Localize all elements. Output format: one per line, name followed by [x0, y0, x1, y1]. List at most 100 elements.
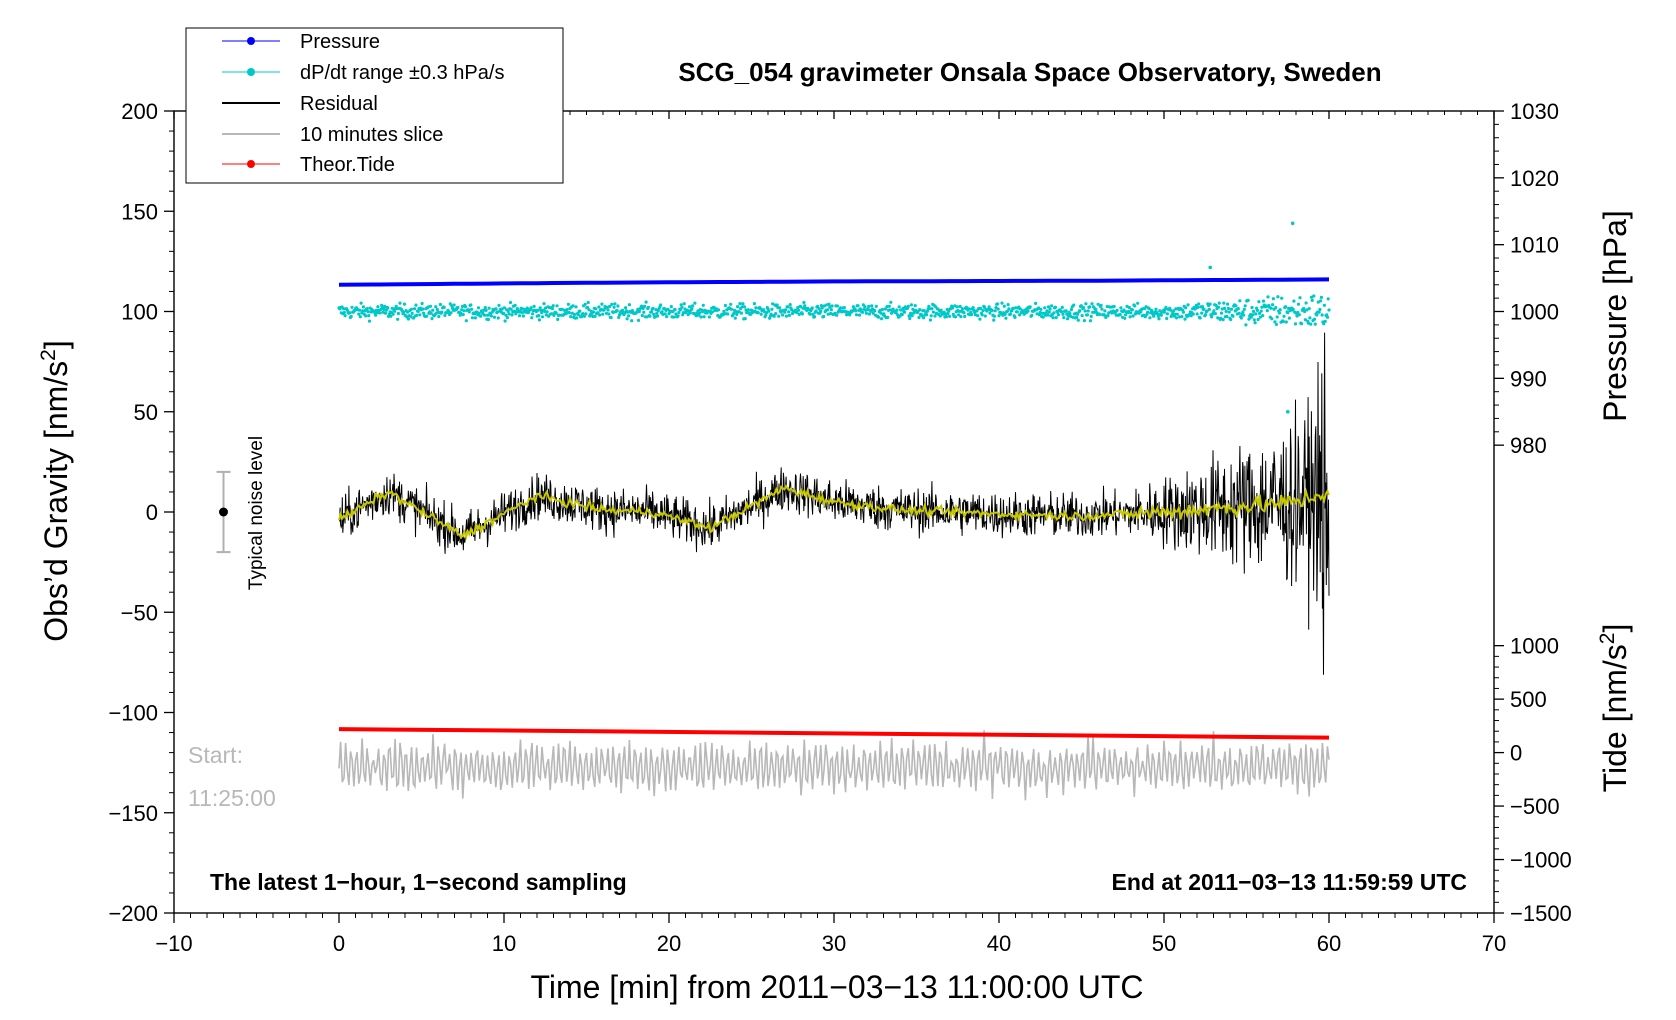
dpdt-point: [817, 307, 821, 311]
dpdt-point: [811, 312, 815, 316]
dpdt-point: [1241, 310, 1245, 314]
data-layer: [216, 221, 1331, 801]
dpdt-point: [1158, 309, 1162, 313]
dpdt-point: [909, 311, 913, 315]
dpdt-point: [1250, 305, 1254, 310]
dpdt-point: [608, 304, 612, 309]
dpdt-point: [1054, 316, 1058, 320]
dpdt-point: [1251, 313, 1255, 317]
dpdt-point: [870, 304, 874, 308]
dpdt-point: [1133, 304, 1137, 308]
dpdt-point: [1214, 303, 1218, 308]
dpdt-point: [669, 305, 673, 309]
dpdt-point: [957, 313, 961, 317]
dpdt-point: [1030, 313, 1034, 317]
dpdt-point: [615, 309, 619, 313]
dpdt-point: [452, 303, 456, 307]
dpdt-point: [666, 308, 670, 312]
pressure-tick-label: 1020: [1510, 166, 1559, 191]
dpdt-point: [479, 314, 483, 318]
dpdt-point: [1079, 304, 1083, 308]
dpdt-point: [1165, 312, 1169, 316]
dpdt-point: [816, 304, 820, 309]
dpdt-point: [1171, 309, 1176, 313]
dpdt-point: [930, 307, 934, 311]
dpdt-point: [469, 303, 473, 307]
dpdt-point: [361, 309, 365, 313]
dpdt-series: [337, 221, 1331, 414]
y-tick-label: 150: [121, 199, 158, 224]
dpdt-point: [571, 304, 575, 308]
note-end-time: End at 2011−03−13 11:59:59 UTC: [1112, 869, 1467, 895]
dpdt-point: [861, 310, 865, 314]
dpdt-point: [358, 315, 362, 319]
pressure-tick-label: 1030: [1510, 99, 1559, 124]
noise-level-label: Typical noise level: [246, 436, 267, 590]
x-tick-label: 10: [492, 931, 516, 956]
dpdt-point: [781, 313, 785, 317]
dpdt-point: [531, 312, 535, 316]
dpdt-point: [1072, 303, 1076, 307]
dpdt-point: [1219, 311, 1224, 315]
dpdt-point: [648, 314, 652, 318]
dpdt-point: [856, 304, 860, 308]
dpdt-point: [957, 309, 962, 313]
dpdt-point: [983, 314, 987, 318]
pressure-tick-label: 990: [1510, 366, 1547, 391]
dpdt-point: [1099, 303, 1103, 307]
pressure-line: [338, 277, 1330, 287]
dpdt-point: [1297, 313, 1301, 317]
dpdt-point: [1274, 306, 1278, 310]
dpdt-point: [959, 315, 963, 319]
dpdt-point: [795, 311, 799, 315]
dpdt-point: [927, 304, 931, 308]
legend-label-residual: Residual: [300, 93, 378, 115]
dpdt-point: [835, 313, 839, 317]
tide-axis-title-sup: 2: [1596, 633, 1619, 645]
dpdt-point: [642, 310, 646, 314]
axes-layer: −10 0 10 20 30 40 50 60 70200150100500−50−100−15…: [108, 99, 1571, 956]
y-axis-title: Obs’d Gravity [nm/s2]: [37, 340, 74, 642]
dpdt-point: [690, 307, 694, 311]
dpdt-point: [1300, 322, 1304, 326]
dpdt-point: [742, 305, 747, 309]
dpdt-point: [754, 306, 758, 310]
slice-line: [338, 730, 1330, 801]
dpdt-point: [889, 300, 893, 304]
dpdt-point: [660, 310, 664, 314]
dpdt-point: [1129, 311, 1133, 315]
tide-tick-label: 0: [1510, 741, 1522, 766]
dpdt-point: [532, 304, 536, 308]
dpdt-point: [518, 314, 522, 318]
dpdt-point: [551, 304, 555, 308]
x-axis-title: Time [min] from 2011−03−13 11:00:00 UTC: [530, 969, 1143, 1005]
dpdt-point: [680, 305, 684, 309]
dpdt-point: [1303, 318, 1307, 322]
dpdt-point: [637, 310, 641, 314]
dpdt-point: [613, 302, 617, 306]
dpdt-point: [928, 318, 933, 322]
dpdt-point: [409, 314, 413, 318]
dpdt-point: [877, 315, 881, 319]
dpdt-point: [609, 315, 613, 320]
dpdt-point: [1254, 312, 1258, 316]
dpdt-point: [1164, 305, 1168, 310]
dpdt-point: [489, 314, 493, 318]
dpdt-point: [1248, 313, 1253, 317]
dpdt-point: [1013, 315, 1017, 319]
dpdt-point: [358, 308, 362, 312]
dpdt-point: [777, 314, 781, 318]
dpdt-point: [1197, 302, 1201, 306]
dpdt-point: [1242, 307, 1246, 311]
dpdt-point: [406, 317, 410, 321]
dpdt-point: [988, 311, 992, 315]
tide-tick-label: −1000: [1510, 848, 1572, 873]
dpdt-point: [1106, 314, 1110, 318]
dpdt-point: [1022, 312, 1026, 316]
smoothed-residual-line: [338, 484, 1330, 541]
dpdt-point: [1217, 301, 1221, 305]
dpdt-point: [1195, 312, 1199, 316]
dpdt-point: [552, 313, 556, 317]
dpdt-point: [484, 308, 488, 312]
